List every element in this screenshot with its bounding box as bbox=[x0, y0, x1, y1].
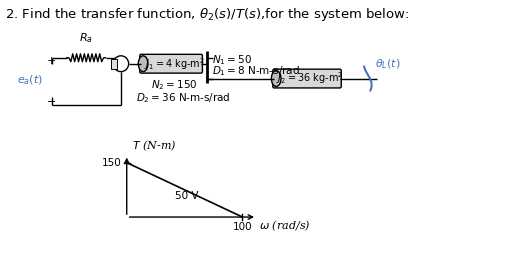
Text: $R_a$: $R_a$ bbox=[79, 31, 93, 45]
FancyBboxPatch shape bbox=[139, 54, 202, 73]
Text: $N_1 = 50$: $N_1 = 50$ bbox=[211, 53, 251, 67]
FancyBboxPatch shape bbox=[111, 59, 117, 69]
Text: $\theta_L(t)$: $\theta_L(t)$ bbox=[375, 58, 400, 71]
Ellipse shape bbox=[271, 71, 280, 86]
FancyBboxPatch shape bbox=[272, 69, 340, 88]
Text: $\omega$ (rad/s): $\omega$ (rad/s) bbox=[259, 218, 310, 232]
Text: $T$ (N-m): $T$ (N-m) bbox=[131, 138, 176, 153]
Ellipse shape bbox=[138, 56, 147, 72]
Text: $J_1 = 4\ \mathrm{kg{\text{-}}m}^2$: $J_1 = 4\ \mathrm{kg{\text{-}}m}^2$ bbox=[143, 56, 204, 72]
Text: 50 V: 50 V bbox=[174, 190, 197, 200]
Text: 2. Find the transfer function, $\theta_2(s)/T(s)$,for the system below:: 2. Find the transfer function, $\theta_2… bbox=[5, 6, 409, 23]
Text: $D_2 = 36$ N-m-s/rad: $D_2 = 36$ N-m-s/rad bbox=[136, 91, 230, 105]
Text: 100: 100 bbox=[232, 222, 252, 232]
Text: $D_1 = 8$ N-m-s/rad: $D_1 = 8$ N-m-s/rad bbox=[211, 64, 299, 77]
Text: $-$: $-$ bbox=[46, 95, 57, 105]
Text: $+$: $+$ bbox=[46, 55, 57, 66]
Text: 150: 150 bbox=[102, 158, 122, 168]
Text: $J_2 = 36\ \mathrm{kg{\text{-}}m}^2$: $J_2 = 36\ \mathrm{kg{\text{-}}m}^2$ bbox=[276, 71, 343, 86]
Text: $e_a(t)$: $e_a(t)$ bbox=[17, 74, 43, 87]
Text: $N_2 = 150$: $N_2 = 150$ bbox=[150, 78, 197, 92]
